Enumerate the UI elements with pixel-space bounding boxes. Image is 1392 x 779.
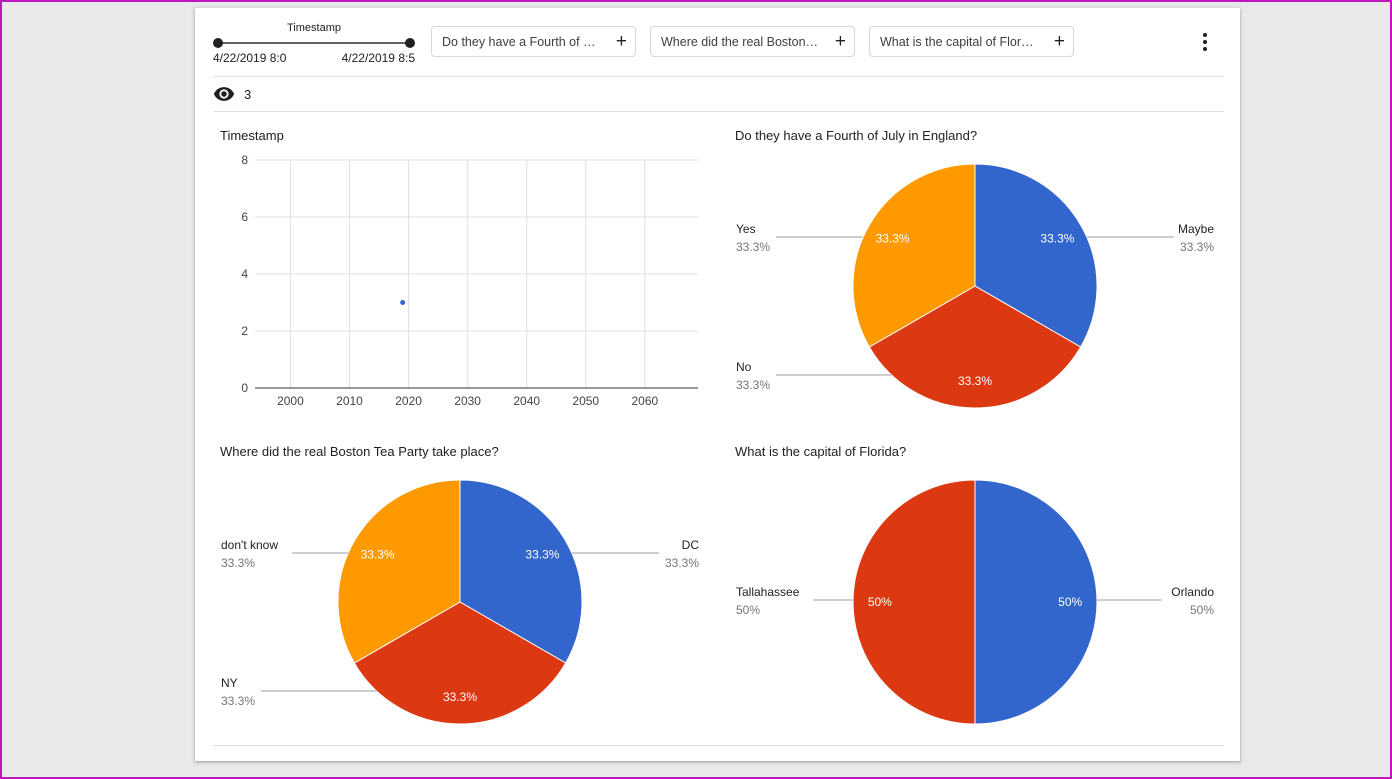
slider-track-line <box>217 42 411 44</box>
x-tick-label: 2020 <box>395 394 422 408</box>
slice-inner-pct: 50% <box>868 595 892 609</box>
slice-pct: 50% <box>1190 603 1214 617</box>
slider-range-values: 4/22/2019 8:0 4/22/2019 8:5 <box>213 51 415 66</box>
filter-chip-florida-capital[interactable]: What is the capital of Flor… + <box>869 26 1074 57</box>
filter-chip-label: What is the capital of Flor… <box>880 34 1034 49</box>
plus-icon[interactable]: + <box>615 31 627 52</box>
timestamp-chart-card: Timestamp 2000 2010 2020 2030 2040 2050 2060 0 2… <box>220 126 700 420</box>
y-tick-label: 2 <box>241 324 248 338</box>
pie-svg: 33.3% Maybe 33.3% 33.3% No 33.3% 33.3% Yes 33.3% <box>736 163 1214 409</box>
slider-label: Timestamp <box>287 22 341 34</box>
filter-chip-label: Where did the real Boston… <box>661 34 819 49</box>
pie-slice[interactable] <box>852 163 976 348</box>
slice-label: DC <box>682 538 700 552</box>
slice-label: NY <box>221 676 238 690</box>
chart-title: Timestamp <box>220 128 284 143</box>
timestamp-scatter-chart: 2000 2010 2020 2030 2040 2050 2060 0 2 4 6 8 <box>220 150 700 420</box>
x-tick-label: 2050 <box>572 394 599 408</box>
y-tick-label: 4 <box>241 267 248 281</box>
plus-icon[interactable]: + <box>834 31 846 52</box>
slice-label: Yes <box>736 222 756 236</box>
x-tick-label: 2000 <box>277 394 304 408</box>
slice-pct: 33.3% <box>1180 240 1214 254</box>
analytics-card: Timestamp 4/22/2019 8:0 4/22/2019 8:5 Do… <box>195 8 1240 761</box>
slice-inner-pct: 50% <box>1058 595 1082 609</box>
y-tick-label: 8 <box>241 153 248 167</box>
slice-label: Tallahassee <box>736 585 800 599</box>
slice-inner-pct: 33.3% <box>876 231 910 245</box>
slice-pct: 33.3% <box>221 556 255 570</box>
pie-slice[interactable] <box>868 285 1082 409</box>
x-tick-label: 2040 <box>513 394 540 408</box>
pie-slice[interactable] <box>974 479 1098 725</box>
divider <box>213 76 1224 77</box>
data-point[interactable] <box>400 300 406 305</box>
filter-chip-boston-tea-party[interactable]: Where did the real Boston… + <box>650 26 855 57</box>
kebab-dot <box>1203 40 1207 44</box>
timestamp-filter: Timestamp 4/22/2019 8:0 4/22/2019 8:5 <box>213 22 415 66</box>
chart-title: Where did the real Boston Tea Party take… <box>220 444 499 459</box>
slice-inner-pct: 33.3% <box>1040 231 1074 245</box>
slice-inner-pct: 33.3% <box>443 690 477 704</box>
slice-pct: 50% <box>736 603 760 617</box>
pie-slice[interactable] <box>353 601 567 725</box>
x-tick-label: 2010 <box>336 394 363 408</box>
charts-grid: Timestamp 2000 2010 2020 2030 2040 2050 2060 0 2… <box>195 112 1240 736</box>
slice-pct: 33.3% <box>665 556 699 570</box>
range-end-value: 4/22/2019 8:5 <box>341 51 415 65</box>
pie-slice[interactable] <box>852 479 976 725</box>
slice-inner-pct: 33.3% <box>958 374 992 388</box>
kebab-menu-icon <box>1203 33 1207 51</box>
x-tick-label: 2060 <box>631 394 658 408</box>
slice-label: Orlando <box>1171 585 1214 599</box>
y-tick-label: 6 <box>241 210 248 224</box>
divider <box>213 745 1224 746</box>
pie-svg: 33.3% DC 33.3% 33.3% NY 33.3% 33.3% don't know 3… <box>221 479 700 725</box>
slice-inner-pct: 33.3% <box>361 547 395 561</box>
plus-icon[interactable]: + <box>1053 31 1065 52</box>
y-tick-label: 0 <box>241 381 248 395</box>
kebab-dot <box>1203 33 1207 37</box>
filter-chip-fourth-of-july[interactable]: Do they have a Fourth of … + <box>431 26 636 57</box>
divider <box>213 111 1224 112</box>
slider-handle-start[interactable] <box>213 38 223 48</box>
boston-tea-party-chart-card: Where did the real Boston Tea Party take… <box>220 442 700 736</box>
x-tick-label: 2030 <box>454 394 481 408</box>
responses-summary: 3 <box>195 77 1240 111</box>
florida-capital-pie-chart: 50% Orlando 50% 50% Tallahassee 50% <box>735 466 1215 736</box>
responses-count: 3 <box>244 86 252 102</box>
fourth-of-july-pie-chart: 33.3% Maybe 33.3% 33.3% No 33.3% 33.3% Yes 33.3% <box>735 150 1215 420</box>
pie-slice[interactable] <box>337 479 461 664</box>
timestamp-range-slider[interactable] <box>213 36 415 49</box>
chart-title: Do they have a Fourth of July in England… <box>735 128 978 143</box>
slice-inner-pct: 33.3% <box>525 547 559 561</box>
filter-chip-label: Do they have a Fourth of … <box>442 34 596 49</box>
pie-svg: 50% Orlando 50% 50% Tallahassee 50% <box>736 479 1214 725</box>
florida-capital-chart-card: What is the capital of Florida? 50% Orlan… <box>735 442 1215 736</box>
overflow-menu-button[interactable] <box>1200 30 1210 54</box>
slice-pct: 33.3% <box>736 378 770 392</box>
scatter-svg: 2000 2010 2020 2030 2040 2050 2060 0 2 4 6 8 <box>241 153 698 408</box>
chart-title: What is the capital of Florida? <box>735 444 907 459</box>
slice-label: don't know <box>221 538 278 552</box>
boston-tea-party-pie-chart: 33.3% DC 33.3% 33.3% NY 33.3% 33.3% don't know 3… <box>220 466 700 736</box>
range-start-value: 4/22/2019 8:0 <box>213 51 287 65</box>
slice-label: No <box>736 360 752 374</box>
slice-pct: 33.3% <box>221 694 255 708</box>
pie-slice[interactable] <box>974 163 1098 348</box>
toolbar: Timestamp 4/22/2019 8:0 4/22/2019 8:5 Do… <box>195 8 1240 76</box>
slice-label: Maybe <box>1178 222 1214 236</box>
slice-pct: 33.3% <box>736 240 770 254</box>
fourth-of-july-chart-card: Do they have a Fourth of July in England… <box>735 126 1215 420</box>
kebab-dot <box>1203 47 1207 51</box>
eye-icon <box>213 87 235 101</box>
pie-slice[interactable] <box>459 479 583 664</box>
slider-handle-end[interactable] <box>405 38 415 48</box>
